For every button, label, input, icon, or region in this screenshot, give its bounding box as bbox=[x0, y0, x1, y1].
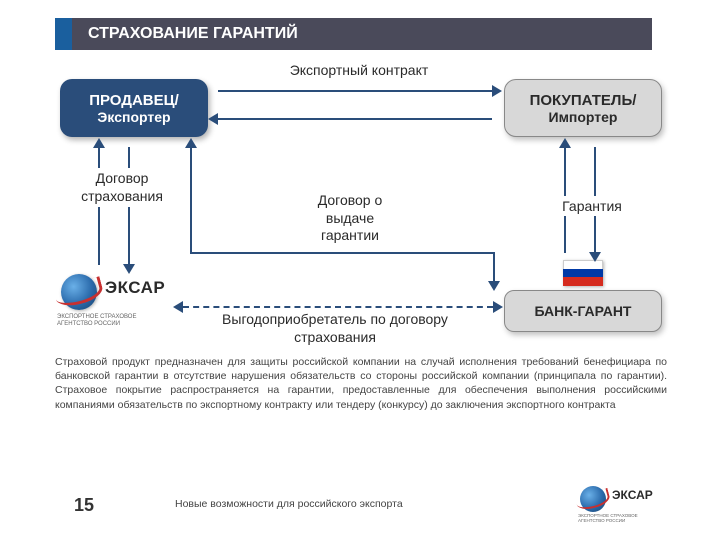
arrow-head bbox=[492, 85, 502, 97]
edge-guarantee-issue-v1 bbox=[190, 147, 192, 252]
label-beneficiary: Выгодоприобретатель по договорустрахован… bbox=[185, 310, 485, 346]
arrow-head bbox=[93, 138, 105, 148]
exporter-node: ПРОДАВЕЦ/ Экспортер bbox=[60, 79, 208, 137]
title-accent bbox=[55, 18, 72, 50]
edge-guarantee-issue-v2 bbox=[493, 252, 495, 282]
arrow-head bbox=[208, 113, 218, 125]
edge-contract-top bbox=[218, 90, 492, 92]
importer-line1: ПОКУПАТЕЛЬ/ bbox=[530, 92, 637, 109]
arrow-head bbox=[559, 138, 571, 148]
label-guarantee-issue: Договор овыдачегарантии bbox=[290, 192, 410, 245]
eksar-logo: ЭКСАР ЭКСПОРТНОЕ СТРАХОВОЕАГЕНТСТВО РОСС… bbox=[55, 272, 180, 332]
edge-guarantee-issue-h bbox=[190, 252, 493, 254]
label-insurance: Договорстрахования bbox=[62, 168, 182, 207]
page-number: 15 bbox=[74, 495, 94, 516]
arrow-head bbox=[493, 301, 503, 313]
page-title: СТРАХОВАНИЕ ГАРАНТИЙ bbox=[72, 18, 652, 50]
footer-text: Новые возможности для российского экспор… bbox=[175, 498, 403, 510]
exporter-line2: Экспортер bbox=[97, 109, 170, 125]
label-guarantee: Гарантия bbox=[536, 196, 648, 216]
logo-text: ЭКСАР bbox=[105, 278, 165, 298]
edge-beneficiary bbox=[183, 306, 493, 308]
exporter-line1: ПРОДАВЕЦ/ bbox=[89, 92, 179, 109]
logo-subtitle: ЭКСПОРТНОЕ СТРАХОВОЕАГЕНТСТВО РОССИИ bbox=[57, 314, 136, 327]
importer-node: ПОКУПАТЕЛЬ/ Импортер bbox=[504, 79, 662, 137]
edge-contract-bottom bbox=[218, 118, 492, 120]
arrow-head bbox=[185, 138, 197, 148]
bank-node: БАНК-ГАРАНТ bbox=[504, 290, 662, 332]
importer-line2: Импортер bbox=[549, 109, 618, 125]
arrow-head bbox=[488, 281, 500, 291]
footer-logo: ЭКСАР ЭКСПОРТНОЕ СТРАХОВОЕАГЕНТСТВО РОСС… bbox=[576, 484, 676, 526]
footer-logo-sub: ЭКСПОРТНОЕ СТРАХОВОЕАГЕНТСТВО РОССИИ bbox=[578, 514, 638, 524]
label-export-contract: Экспортный контракт bbox=[264, 62, 454, 78]
arrow-head bbox=[589, 252, 601, 262]
russia-flag-icon bbox=[563, 260, 603, 286]
description-text: Страховой продукт предназначен для защит… bbox=[55, 355, 667, 412]
footer-logo-text: ЭКСАР bbox=[612, 488, 653, 502]
